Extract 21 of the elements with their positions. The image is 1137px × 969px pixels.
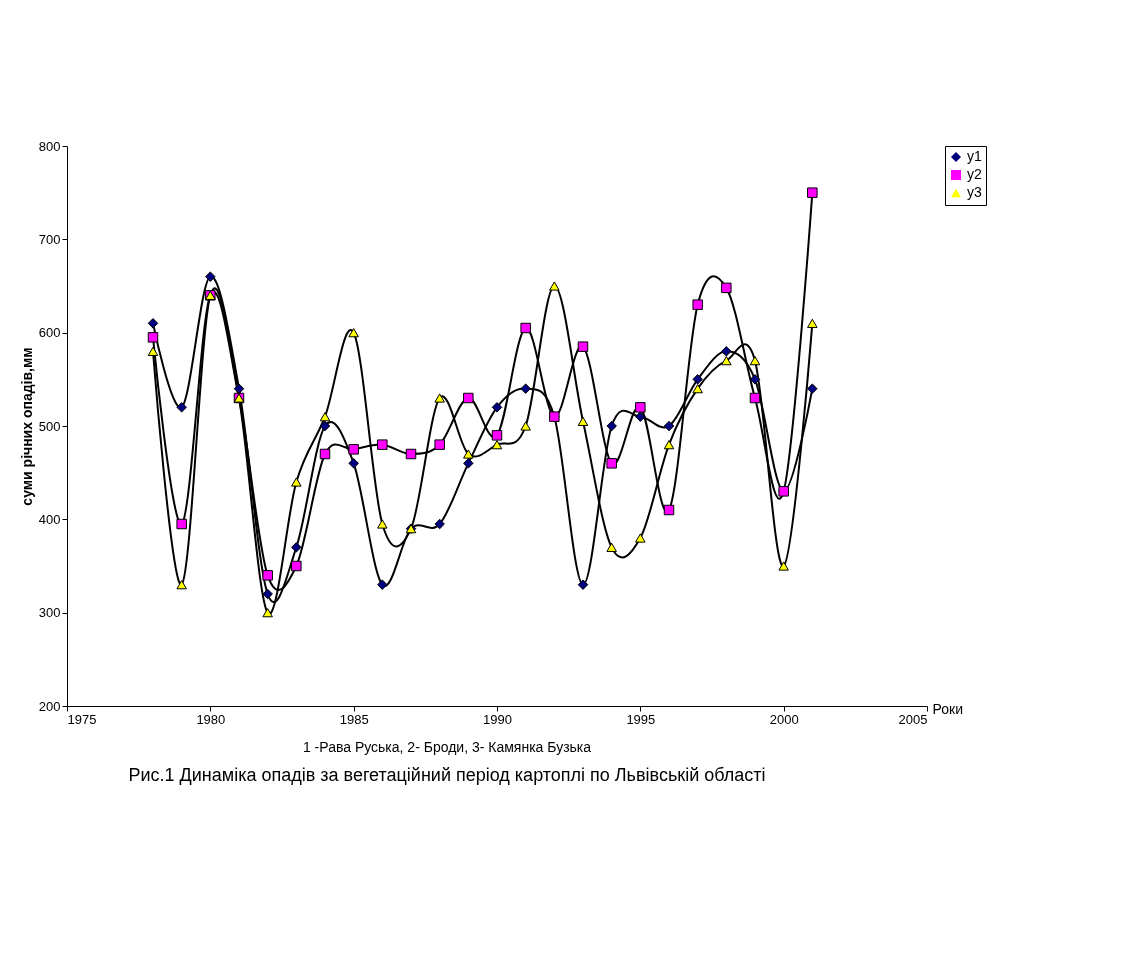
- x-tick-label: 1990: [483, 711, 512, 727]
- y-tick-label: 200: [38, 698, 61, 714]
- y-tick-label: 600: [38, 325, 61, 341]
- y-tick-label: 500: [38, 418, 61, 434]
- x-tick-label: 1975: [67, 711, 97, 727]
- legend-label: y3: [967, 184, 982, 200]
- x-tick-label: 1995: [626, 711, 656, 727]
- legend-label: y2: [967, 166, 982, 182]
- x-tick-label: 2005: [898, 711, 928, 727]
- y-tick-label: 300: [38, 605, 61, 621]
- x-axis-title: Роки: [932, 700, 963, 717]
- y-tick-label: 700: [38, 231, 61, 247]
- text: Рис.1 Динаміка опадів за вегетаційний період картоплі по Львівській області: [128, 765, 766, 785]
- y-tick-label: 400: [38, 511, 61, 527]
- x-tick-label: 1980: [196, 711, 226, 727]
- x-tick-label: 1985: [339, 711, 369, 727]
- legend-label: y1: [967, 148, 982, 164]
- x-tick-label: 2000: [769, 711, 799, 727]
- y-tick-label: 800: [38, 138, 61, 154]
- text: 1 -Рава Руська, 2- Броди, 3- Камянка Бузька: [302, 739, 592, 755]
- y-axis-title: суми річних опадів,мм: [18, 347, 35, 506]
